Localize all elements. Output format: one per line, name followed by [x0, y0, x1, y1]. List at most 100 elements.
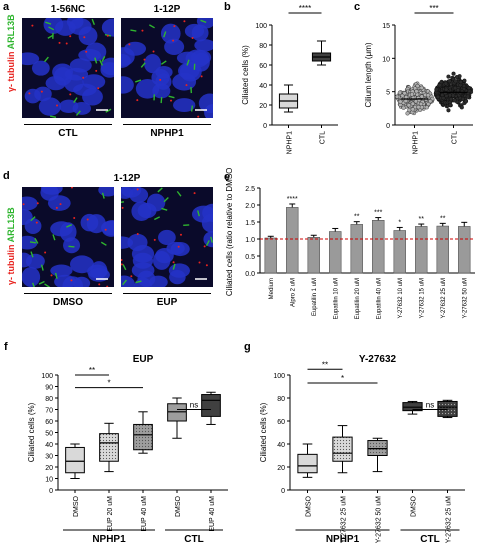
data-point [426, 102, 431, 107]
y-tick-label: 100 [273, 373, 285, 380]
y-tick-label: 60 [277, 419, 285, 426]
data-point [452, 98, 457, 103]
bar [286, 207, 299, 274]
nucleus [179, 61, 202, 82]
nucleus [38, 97, 61, 116]
data-point [466, 86, 471, 91]
y-tick-label: 20 [259, 103, 267, 110]
cilium [38, 280, 45, 285]
cilium [31, 282, 35, 287]
basal-body [22, 203, 25, 206]
significance-label: ** [354, 214, 360, 221]
cilium [73, 97, 78, 104]
stain-legend-d: γ- tubulin ARL13B [6, 207, 16, 285]
nucleus [22, 267, 41, 287]
data-point [395, 94, 400, 99]
cilium [160, 60, 167, 65]
y-tick-label: 2.0 [245, 203, 255, 210]
data-point [397, 90, 402, 95]
cilium [154, 216, 161, 221]
significance-label: ** [440, 215, 446, 222]
group-label: CTL [420, 534, 439, 545]
chart-title: EUP [133, 354, 154, 365]
y-tick-label: 10 [45, 477, 53, 484]
basal-body [83, 36, 86, 39]
basal-body [97, 87, 100, 90]
nucleus [24, 88, 41, 104]
bar [458, 226, 471, 274]
x-tick-label: NPHP1 [287, 131, 294, 154]
nucleus [64, 67, 89, 81]
y-tick-label: 15 [382, 23, 390, 30]
x-tick-label: NPHP1 [413, 131, 420, 154]
basal-body [70, 279, 73, 282]
y-tick-label: 30 [45, 454, 53, 461]
y-tick-label: 5 [386, 90, 390, 97]
data-point [446, 108, 451, 113]
cilium [172, 263, 176, 270]
cilium [122, 279, 128, 286]
cilium [135, 280, 142, 284]
nucleus [152, 83, 171, 99]
y-tick-label: 80 [45, 396, 53, 403]
basal-body [173, 25, 176, 28]
x-tick-label: Y-27632 50 uM [462, 278, 468, 318]
nucleus [86, 214, 106, 234]
significance-label: **** [299, 4, 311, 13]
nucleus [98, 187, 114, 197]
condition-label-dmso: DMSO [53, 297, 83, 308]
x-tick-label: DMSO [175, 495, 182, 517]
basal-body [36, 202, 39, 205]
basal-body [191, 36, 194, 39]
bar [264, 237, 277, 274]
basal-body [50, 274, 53, 277]
panel-d-title: 1-12P [113, 173, 141, 184]
x-tick-label: CTL [452, 131, 459, 144]
data-point [440, 92, 445, 98]
basal-body [193, 192, 196, 195]
y-tick-label: 1.5 [245, 220, 255, 227]
basal-body [106, 34, 109, 37]
significance-label: *** [374, 210, 382, 217]
nucleus [101, 18, 114, 37]
y-tick-label: 80 [277, 396, 285, 403]
nucleus [22, 235, 38, 250]
condition-label-ctl: CTL [58, 128, 78, 139]
x-tick-label: DMSO [73, 495, 80, 517]
box [297, 453, 318, 474]
nucleus [121, 53, 131, 68]
data-point [446, 74, 451, 79]
chart-title: Y-27632 [359, 354, 397, 365]
panel-letter-g: g [244, 341, 251, 353]
basal-body [104, 228, 107, 231]
basal-body [69, 93, 72, 96]
cilium [99, 59, 104, 66]
x-tick-label: Y-27632 15 uM [419, 278, 425, 318]
condition-label-eup: EUP [156, 297, 178, 308]
cilium [100, 241, 107, 246]
condition-label-nphp1: NPHP1 [150, 128, 184, 139]
nucleus [31, 60, 50, 76]
divider [24, 124, 112, 125]
basal-body [82, 76, 85, 79]
significance-label: *** [429, 4, 438, 13]
y-tick-label: 40 [277, 442, 285, 449]
cilium [44, 56, 49, 63]
basal-body [121, 263, 123, 266]
data-point [410, 101, 415, 106]
x-tick-label: Eupatilin 20 uM [355, 278, 361, 319]
cilium [49, 115, 57, 118]
cilium [163, 31, 167, 38]
basal-body [121, 259, 123, 262]
cilium [163, 197, 169, 203]
x-tick-label: Eupatilin 10 uM [333, 278, 339, 319]
data-point [434, 87, 439, 92]
y-axis-label: Ciliated cells (%) [241, 45, 250, 105]
data-point [443, 81, 448, 86]
bar [436, 225, 449, 274]
nucleus [121, 275, 135, 287]
cilium [54, 272, 58, 279]
basal-body [185, 84, 188, 87]
data-point [447, 79, 452, 84]
bar [415, 226, 428, 274]
